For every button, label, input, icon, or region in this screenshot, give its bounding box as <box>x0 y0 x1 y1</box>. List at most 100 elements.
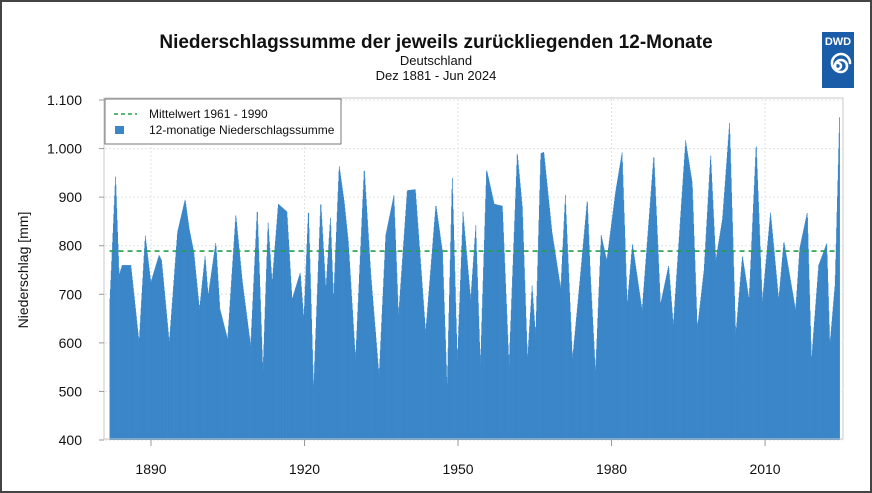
precip-bar <box>690 175 692 440</box>
precip-bar <box>758 202 759 440</box>
precip-bar <box>181 214 182 440</box>
precip-bar <box>740 276 741 440</box>
precip-bar <box>601 238 603 440</box>
precip-bar <box>615 191 617 440</box>
precip-bar <box>511 298 513 440</box>
precip-bar <box>208 293 209 440</box>
precip-bar <box>560 281 562 440</box>
precip-bar <box>800 241 802 440</box>
precip-bar <box>141 300 142 440</box>
precip-bar <box>290 283 292 440</box>
precip-bar <box>763 287 765 440</box>
precip-bar <box>372 295 374 440</box>
precip-bar <box>314 350 316 440</box>
precip-bar <box>442 252 443 440</box>
precip-bar <box>464 231 466 440</box>
precip-bar <box>467 270 469 440</box>
precip-bar <box>238 243 240 440</box>
precip-bar <box>455 302 457 440</box>
precip-bar <box>828 296 829 440</box>
precip-bar <box>237 230 238 440</box>
precip-bar <box>407 190 409 440</box>
precip-bar <box>489 184 491 440</box>
precip-bar <box>667 267 669 440</box>
precip-bar <box>164 300 166 440</box>
precip-bar <box>678 242 680 440</box>
precip-bar <box>126 265 127 440</box>
precip-bar <box>475 238 477 440</box>
precip-bar <box>159 256 161 440</box>
precip-bar <box>799 247 801 440</box>
precip-bar <box>704 256 706 440</box>
precip-bar <box>727 146 729 440</box>
precip-bar <box>827 268 828 440</box>
precip-bar <box>770 219 772 440</box>
precip-bar <box>614 197 616 440</box>
precip-bar <box>371 285 373 440</box>
precip-bar <box>135 308 136 440</box>
precip-bar <box>787 264 789 440</box>
precip-bar <box>605 257 607 440</box>
precip-bar <box>447 365 449 440</box>
precip-bar <box>274 246 276 440</box>
precip-bar <box>483 267 484 440</box>
precip-bar <box>294 291 295 440</box>
precip-bar <box>290 275 292 440</box>
precip-bar <box>167 331 169 440</box>
precip-bar <box>795 303 797 440</box>
precip-bar <box>458 314 460 440</box>
precip-bar <box>263 356 264 440</box>
precip-bar <box>303 316 305 440</box>
precip-bar <box>619 167 620 440</box>
precip-bar <box>403 234 405 440</box>
precip-bar <box>451 177 453 440</box>
precip-bar <box>550 220 552 440</box>
precip-bar <box>380 340 382 440</box>
precip-bar <box>304 295 306 440</box>
precip-bar <box>670 290 672 440</box>
precip-bar <box>148 267 150 440</box>
precip-bar <box>303 306 305 440</box>
precip-bar <box>391 203 393 440</box>
precip-bar <box>276 219 278 440</box>
precip-bar <box>292 295 294 440</box>
precip-bar <box>596 328 598 440</box>
precip-bar <box>558 274 559 440</box>
precip-bar <box>271 273 272 440</box>
precip-bar <box>821 257 823 440</box>
precip-bar <box>322 241 324 440</box>
precip-bar <box>413 189 414 440</box>
precip-bar <box>568 273 570 440</box>
precip-bar <box>412 189 414 440</box>
precip-bar <box>376 342 377 440</box>
precip-bar <box>405 203 407 440</box>
precip-bar <box>441 248 443 440</box>
precip-bar <box>374 321 376 440</box>
precip-bar <box>817 276 819 440</box>
precip-bar <box>259 286 261 440</box>
precip-bar <box>476 251 478 440</box>
precip-bar <box>784 249 786 440</box>
precip-bar <box>451 188 453 440</box>
precip-bar <box>182 207 184 440</box>
precip-bar <box>123 265 124 440</box>
precip-bar <box>580 271 582 440</box>
precip-bar <box>544 161 546 440</box>
precip-bar <box>578 290 580 440</box>
precip-bar <box>232 260 234 440</box>
precip-bar <box>422 293 424 440</box>
precip-bar <box>776 274 777 440</box>
y-tick-label: 1.100 <box>47 92 82 108</box>
precip-bar <box>235 215 237 440</box>
precip-bar <box>294 289 296 440</box>
precip-bar <box>736 322 738 440</box>
precip-bar <box>265 294 266 440</box>
precip-bar <box>640 298 641 440</box>
precip-bar <box>815 304 817 440</box>
precip-bar <box>734 310 736 440</box>
precip-bar <box>604 250 605 440</box>
precip-bar <box>815 298 817 440</box>
precip-bar <box>709 167 711 441</box>
precip-bar <box>446 377 448 440</box>
precip-bar <box>719 233 721 440</box>
